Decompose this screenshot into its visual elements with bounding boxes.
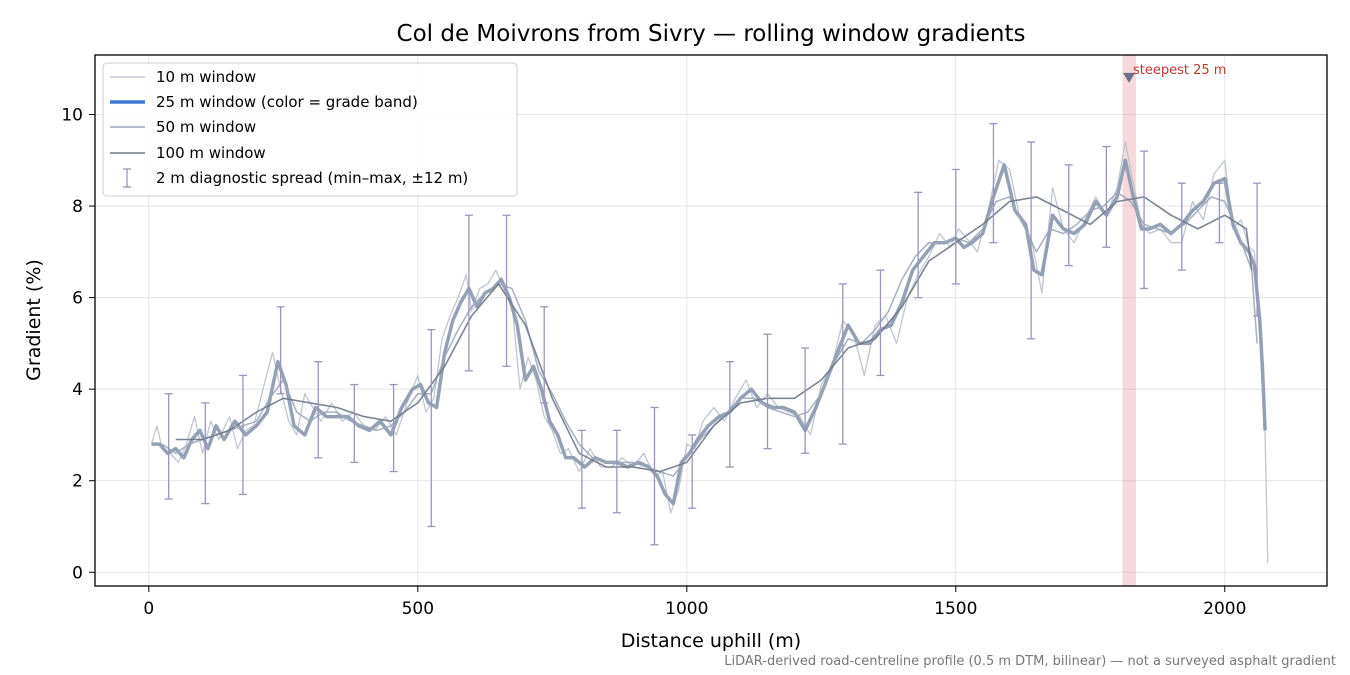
y-tick-label: 2 bbox=[72, 472, 83, 492]
y-tick-label: 6 bbox=[72, 289, 83, 309]
x-tick-label: 1500 bbox=[934, 599, 977, 619]
y-tick-label: 10 bbox=[61, 106, 83, 126]
legend-label-2: 25 m window (color = grade band) bbox=[156, 93, 418, 111]
series-line-4 bbox=[175, 196, 1253, 473]
y-tick-label: 0 bbox=[72, 563, 83, 583]
steepest-marker bbox=[1123, 72, 1136, 83]
legend: 10 m window 25 m window (color = grade ba… bbox=[102, 62, 518, 197]
y-tick-label: 8 bbox=[72, 197, 83, 217]
plot-area: steepest 25 m bbox=[150, 63, 1269, 564]
x-tick-label: 2000 bbox=[1203, 599, 1246, 619]
y-axis-label: Gradient (%) bbox=[23, 259, 45, 381]
footnote: LiDAR-derived road-centreline profile (0… bbox=[724, 654, 1336, 669]
x-axis: 0 500 1000 1500 2000 bbox=[143, 586, 1246, 619]
legend-label-5: 2 m diagnostic spread (min–max, ±12 m) bbox=[156, 169, 468, 187]
plot-frame bbox=[94, 54, 1328, 587]
highlight-band bbox=[1122, 55, 1137, 586]
legend-box bbox=[102, 62, 518, 197]
chart-title: Col de Moivrons from Sivry — rolling win… bbox=[397, 21, 1026, 47]
steepest-label: steepest 25 m bbox=[1133, 63, 1226, 78]
x-tick-label: 500 bbox=[402, 599, 434, 619]
y-tick-label: 4 bbox=[72, 380, 83, 400]
legend-label-3: 50 m window bbox=[156, 118, 256, 136]
x-tick-label: 0 bbox=[143, 599, 154, 619]
x-axis-label: Distance uphill (m) bbox=[621, 630, 801, 652]
steepest-highlight bbox=[1122, 55, 1137, 586]
legend-label-1: 10 m window bbox=[156, 68, 256, 86]
legend-label-4: 100 m window bbox=[156, 144, 266, 162]
x-tick-label: 1000 bbox=[665, 599, 708, 619]
y-axis: 0 2 4 6 8 10 bbox=[61, 106, 95, 583]
